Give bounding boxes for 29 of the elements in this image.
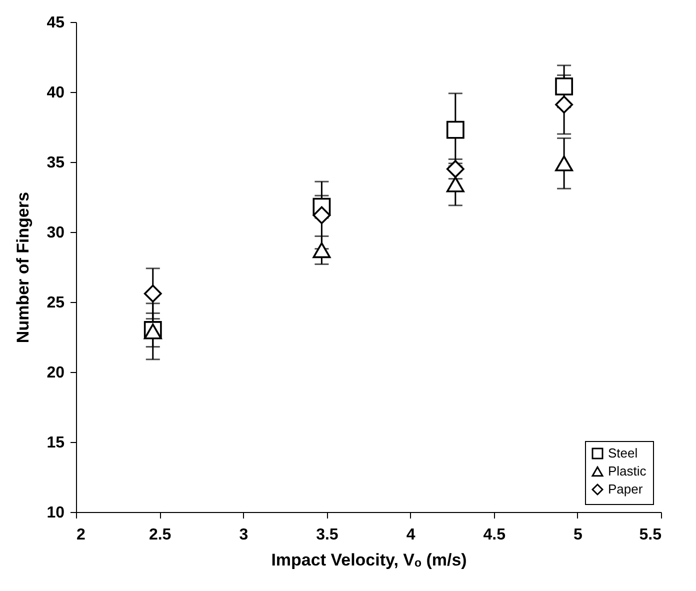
y-tick-label: 30 (46, 224, 65, 242)
point (446, 120, 464, 139)
x-tick-label: 3 (239, 526, 248, 544)
point (312, 206, 331, 224)
legend-label: Plastic (608, 464, 647, 478)
y-tick-label: 45 (46, 14, 65, 32)
y-tick-label: 35 (46, 154, 65, 172)
point (555, 96, 574, 114)
y-axis-title: Number of Fingers (14, 192, 33, 344)
y-tick-label: 25 (46, 294, 65, 312)
point (555, 77, 574, 96)
y-tick-label: 20 (46, 364, 65, 382)
x-tick-label: 3.5 (316, 526, 338, 544)
point (312, 242, 331, 258)
x-tick-label: 4.5 (483, 526, 506, 544)
x-tick-label: 5 (573, 526, 582, 544)
point (446, 176, 464, 192)
legend-label: Steel (608, 446, 638, 460)
x-tick-label: 4 (406, 526, 416, 544)
point (555, 156, 574, 172)
y-tick-label: 40 (46, 84, 65, 102)
x-tick-label: 2 (76, 526, 86, 544)
y-tick-label: 15 (46, 434, 65, 452)
y-tick-label: 10 (46, 504, 65, 522)
x-axis-title: Impact Velocity, Vₒ (m/s) (271, 550, 467, 570)
legend-label: Paper (608, 482, 644, 496)
x-tick-label: 5.5 (639, 526, 662, 544)
point (144, 284, 162, 303)
x-tick-label: 2.5 (148, 526, 172, 544)
